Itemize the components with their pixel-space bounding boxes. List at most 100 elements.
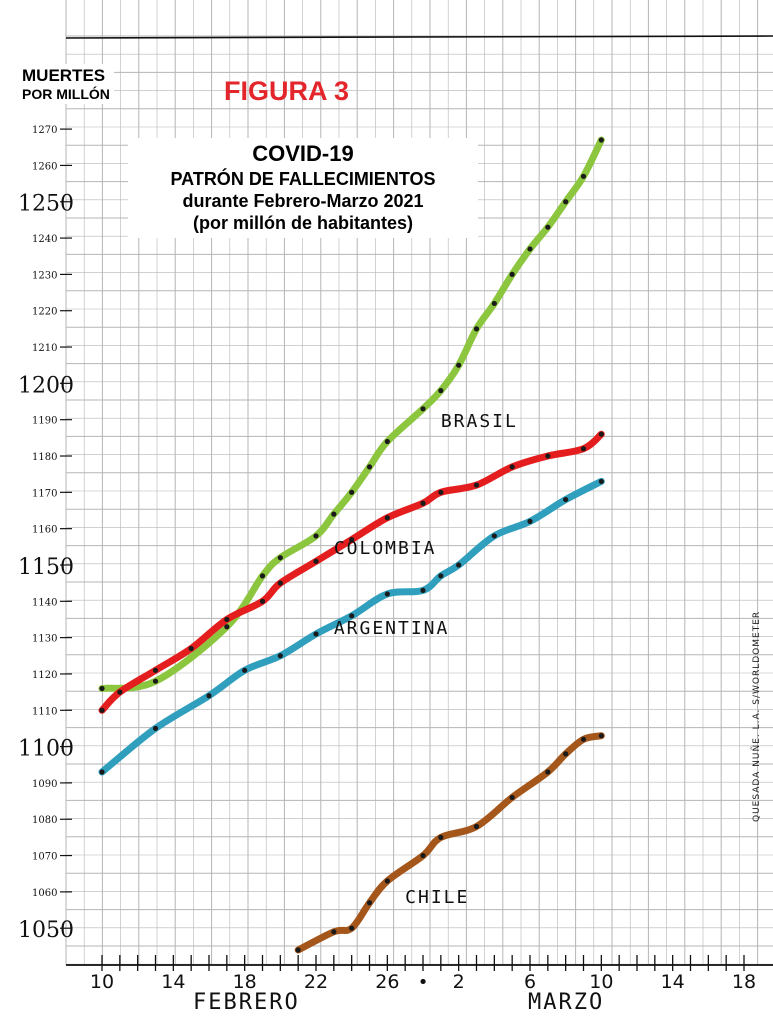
data-point-colombia — [509, 464, 515, 470]
x-tick-label: 26 — [375, 971, 399, 993]
data-point-argentina — [438, 573, 444, 579]
y-tick-label: 1140 — [32, 597, 57, 608]
data-point-colombia — [580, 446, 587, 452]
y-tick-label: 1080 — [32, 815, 57, 826]
y-tick-label: 1190 — [32, 416, 57, 427]
figure-label: FIGURA 3 — [224, 76, 350, 106]
series-label-colombia: COLOMBIA — [334, 538, 437, 559]
y-tick-label: 1070 — [32, 852, 57, 863]
y-axis-title-line2: POR MILLÓN — [22, 86, 110, 102]
x-tick-label: • — [418, 972, 429, 993]
data-point-chile — [331, 929, 337, 935]
data-point-argentina — [563, 496, 569, 503]
data-point-brasil — [152, 678, 159, 684]
series-brasil — [98, 136, 605, 692]
data-point-chile — [349, 925, 355, 931]
series-label-chile: CHILE — [405, 887, 469, 908]
data-point-colombia — [277, 580, 283, 586]
chart-title: COVID-19 PATRÓN DE FALLECIMIENTOS durant… — [128, 138, 478, 238]
data-point-argentina — [420, 587, 426, 594]
data-point-colombia — [224, 616, 230, 623]
series-label-argentina: ARGENTINA — [334, 618, 450, 639]
data-point-colombia — [598, 431, 604, 437]
series-label-brasil: BRASIL — [441, 411, 518, 432]
chart-title-line4: (por millón de habitantes) — [192, 213, 413, 233]
y-tick-label: 1050 — [18, 918, 74, 943]
data-point-colombia — [545, 453, 551, 459]
plot-top-border — [65, 35, 773, 39]
y-tick-label: 1200 — [18, 373, 74, 398]
y-tick-label: 1230 — [32, 270, 57, 281]
y-axis-title: MUERTES POR MILLÓN — [18, 64, 114, 104]
data-point-chile — [366, 900, 373, 906]
chart-title-line1: COVID-19 — [252, 141, 354, 166]
source-credit: QUESADA NUÑE. L.A. S/WORLDOMETER — [752, 610, 762, 822]
series-argentina — [98, 477, 605, 776]
data-point-argentina — [99, 769, 105, 775]
x-tick-label: 22 — [304, 971, 328, 993]
series-colombia — [98, 430, 605, 714]
data-point-brasil — [598, 137, 604, 143]
data-point-argentina — [277, 653, 283, 659]
data-point-argentina — [527, 518, 533, 524]
series-chile — [294, 732, 605, 954]
y-tick-label: 1210 — [32, 343, 57, 354]
x-tick-label: 6 — [524, 971, 536, 993]
y-tick-label: 1060 — [32, 888, 57, 899]
data-point-chile — [509, 794, 515, 801]
data-point-brasil — [545, 224, 551, 230]
data-point-brasil — [420, 406, 426, 412]
data-point-chile — [545, 769, 551, 775]
data-point-argentina — [242, 667, 248, 673]
data-point-chile — [295, 947, 301, 953]
data-point-brasil — [580, 173, 587, 179]
y-tick-label: 1240 — [32, 234, 57, 245]
data-point-brasil — [384, 438, 390, 445]
data-point-chile — [563, 751, 569, 757]
data-point-chile — [598, 733, 604, 739]
data-point-brasil — [277, 555, 283, 561]
x-tick-label: 2 — [453, 971, 465, 993]
y-tick-label: 1260 — [32, 161, 57, 172]
data-point-colombia — [117, 689, 123, 695]
data-point-argentina — [598, 478, 604, 485]
data-point-colombia — [259, 598, 266, 604]
data-point-colombia — [152, 667, 159, 673]
data-point-colombia — [384, 515, 390, 521]
data-point-argentina — [313, 631, 319, 637]
data-point-colombia — [473, 482, 480, 488]
month-label-march: MARZO — [528, 990, 605, 1015]
data-point-colombia — [438, 489, 444, 495]
data-point-argentina — [384, 591, 390, 597]
data-point-brasil — [331, 511, 337, 517]
data-point-chile — [438, 834, 444, 840]
series-line-chile — [294, 732, 605, 954]
data-point-argentina — [491, 533, 497, 539]
y-tick-label: 1170 — [32, 488, 57, 499]
data-point-brasil — [491, 300, 497, 307]
y-tick-label: 1120 — [32, 670, 57, 681]
y-axis-title-line1: MUERTES — [22, 66, 106, 85]
data-point-brasil — [509, 271, 515, 277]
data-point-colombia — [188, 645, 194, 652]
y-tick-label: 1220 — [32, 307, 57, 318]
data-point-brasil — [99, 685, 105, 692]
chart-title-line3: durante Febrero-Marzo 2021 — [182, 191, 424, 211]
data-point-colombia — [420, 500, 426, 506]
y-tick-label: 1270 — [32, 125, 57, 136]
data-point-argentina — [456, 562, 462, 568]
data-point-argentina — [152, 725, 159, 732]
x-tick-label: 10 — [589, 971, 613, 993]
y-tick-label: 1130 — [32, 634, 57, 645]
chart-title-line2: PATRÓN DE FALLECIMIENTOS — [170, 169, 436, 189]
data-point-brasil — [366, 464, 373, 470]
data-point-chile — [420, 852, 426, 859]
data-point-chile — [384, 878, 390, 884]
data-point-chile — [473, 823, 480, 830]
y-tick-label: 1150 — [18, 555, 74, 580]
data-point-argentina — [206, 693, 212, 699]
x-tick-label: 18 — [732, 971, 756, 993]
x-tick-label: 14 — [161, 971, 185, 993]
y-tick-label: 1160 — [32, 525, 57, 536]
